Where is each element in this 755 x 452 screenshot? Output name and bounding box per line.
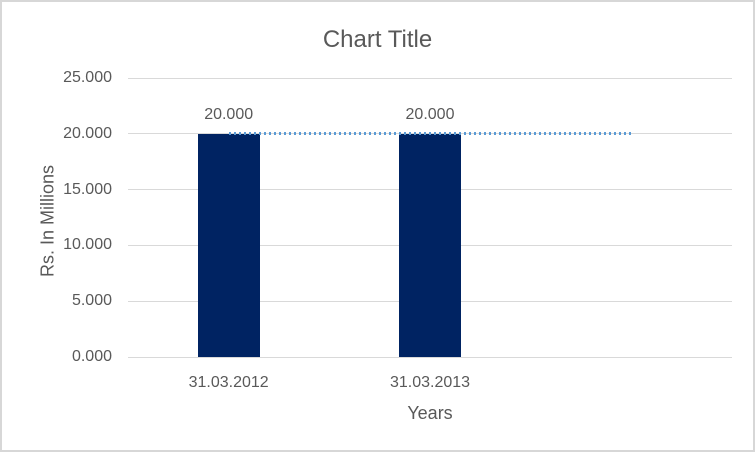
reference-dotted-line bbox=[228, 132, 632, 136]
bar-data-label: 20.000 bbox=[204, 105, 254, 123]
chart-title: Chart Title bbox=[322, 26, 433, 53]
y-tick-label: 5.000 bbox=[71, 292, 112, 310]
x-tick-label: 31.03.2013 bbox=[389, 374, 471, 391]
bar bbox=[197, 133, 260, 357]
y-tick-label: 25.000 bbox=[63, 69, 112, 86]
x-tick-label: 31.03.2012 bbox=[188, 374, 269, 391]
bar-data-label: 20.000 bbox=[405, 105, 455, 123]
x-axis-line bbox=[128, 356, 732, 358]
x-axis-title: Years bbox=[407, 403, 453, 423]
y-tick-label: 15.000 bbox=[63, 180, 112, 198]
bar bbox=[399, 133, 461, 357]
gridline bbox=[128, 77, 732, 79]
y-tick-label: 0.000 bbox=[71, 348, 112, 365]
y-tick-label: 20.000 bbox=[63, 124, 112, 142]
y-tick-label: 10.000 bbox=[63, 236, 112, 254]
